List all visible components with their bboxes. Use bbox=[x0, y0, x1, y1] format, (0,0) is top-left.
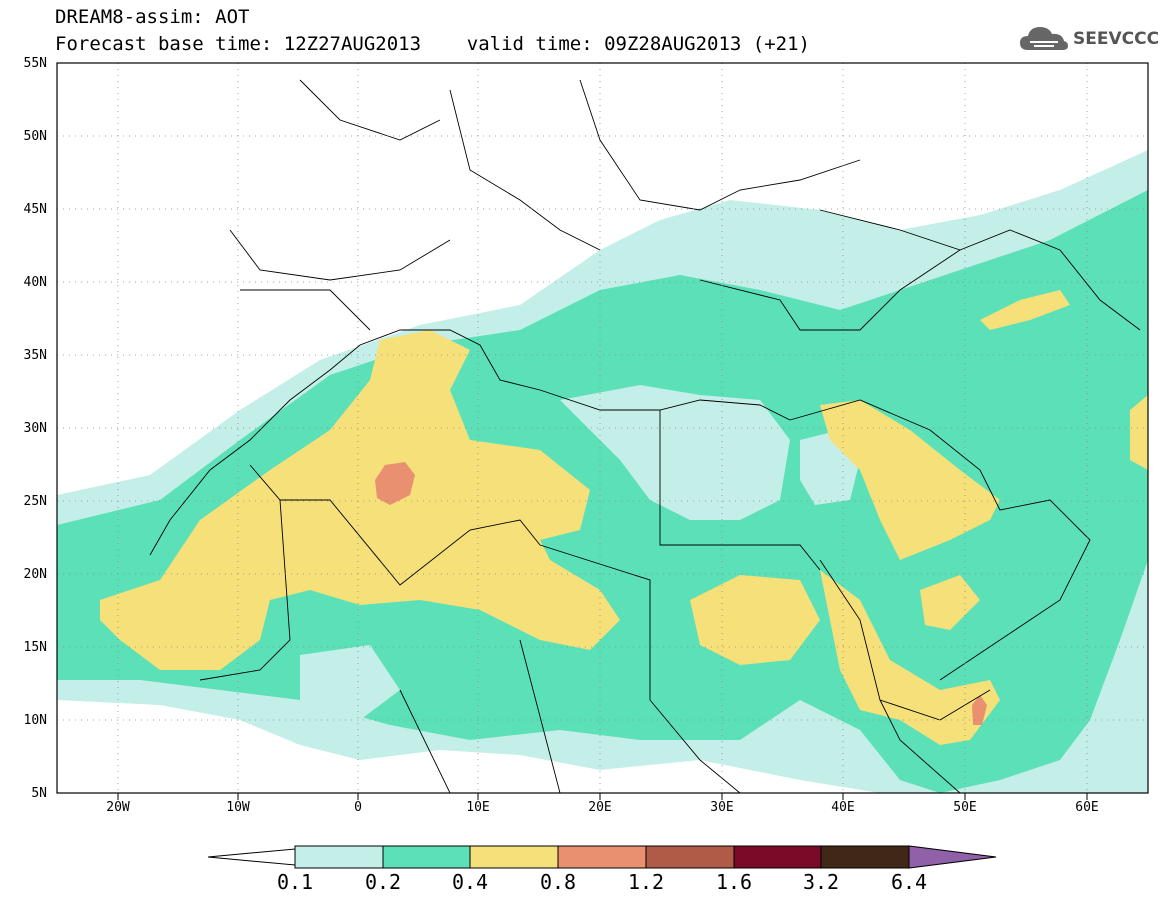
lat-label: 45N bbox=[23, 202, 47, 217]
colorbar bbox=[207, 845, 997, 869]
aot-band-0-8-algeria bbox=[375, 462, 415, 505]
lon-label: 50E bbox=[953, 800, 977, 815]
lat-label: 20N bbox=[23, 567, 47, 582]
lon-label: 10W bbox=[226, 800, 250, 815]
colorbar-box-0-2 bbox=[382, 845, 471, 869]
colorbar-label: 1.6 bbox=[715, 870, 753, 894]
colorbar-box-0-1 bbox=[294, 845, 384, 869]
lon-label: 20W bbox=[106, 800, 130, 815]
aot-band-0-4-sudan bbox=[690, 575, 820, 665]
cloud-icon bbox=[1020, 27, 1068, 50]
colorbar-label: 0.8 bbox=[539, 870, 577, 894]
map-field bbox=[57, 63, 1148, 793]
lat-label: 25N bbox=[23, 494, 47, 509]
lon-label: 20E bbox=[588, 800, 612, 815]
colorbar-label: 0.2 bbox=[364, 870, 402, 894]
aot-band-0-4-arabia bbox=[820, 400, 1000, 560]
lat-label: 35N bbox=[23, 348, 47, 363]
seevccc-logo: SEEVCCC bbox=[1018, 22, 1160, 56]
aot-band-0-4-sahara bbox=[100, 330, 620, 670]
lon-label: 10E bbox=[466, 800, 490, 815]
axis-ticks bbox=[117, 793, 1088, 800]
colorbar-label: 0.4 bbox=[451, 870, 489, 894]
aot-band-0-1-westafrica bbox=[300, 645, 400, 720]
aot-band-0-8-somalia bbox=[972, 695, 987, 725]
country-borders bbox=[149, 79, 1141, 793]
lat-label: 40N bbox=[23, 275, 47, 290]
aot-band-0-4-yemen bbox=[920, 575, 980, 630]
aot-band-0-4-horn bbox=[820, 570, 1000, 745]
colorbar-arrow-low bbox=[207, 848, 296, 866]
colorbar-label: 6.4 bbox=[890, 870, 928, 894]
lon-label: 0 bbox=[354, 800, 362, 815]
aot-band-0-4-pakistan bbox=[1130, 395, 1148, 470]
lon-label: 30E bbox=[710, 800, 734, 815]
colorbar-box-0-4 bbox=[469, 845, 559, 869]
aot-band-0-4-iran bbox=[980, 290, 1070, 330]
colorbar-box-0-8 bbox=[557, 845, 647, 869]
lat-label: 50N bbox=[23, 129, 47, 144]
logo-text: SEEVCCC bbox=[1073, 29, 1160, 49]
lat-label: 15N bbox=[23, 640, 47, 655]
colorbar-box-1-2 bbox=[645, 845, 735, 869]
lat-label: 10N bbox=[23, 713, 47, 728]
colorbar-label: 1.2 bbox=[627, 870, 665, 894]
colorbar-label: 3.2 bbox=[802, 870, 840, 894]
colorbar-box-3-2 bbox=[820, 845, 910, 869]
map-frame bbox=[56, 62, 1149, 794]
aot-band-0-1-egypt bbox=[560, 385, 790, 520]
lon-label: 40E bbox=[831, 800, 855, 815]
lon-label: 60E bbox=[1075, 800, 1099, 815]
forecast-time-line: Forecast base time: 12Z27AUG2013 valid t… bbox=[55, 33, 810, 55]
chart-title: DREAM8-assim: AOT bbox=[55, 6, 250, 28]
colorbar-box-1-6 bbox=[733, 845, 822, 869]
colorbar-arrow-high bbox=[908, 845, 997, 869]
lat-label: 55N bbox=[23, 56, 47, 71]
colorbar-label: 0.1 bbox=[276, 870, 314, 894]
lat-label: 5N bbox=[31, 786, 47, 801]
lat-label: 30N bbox=[23, 421, 47, 436]
